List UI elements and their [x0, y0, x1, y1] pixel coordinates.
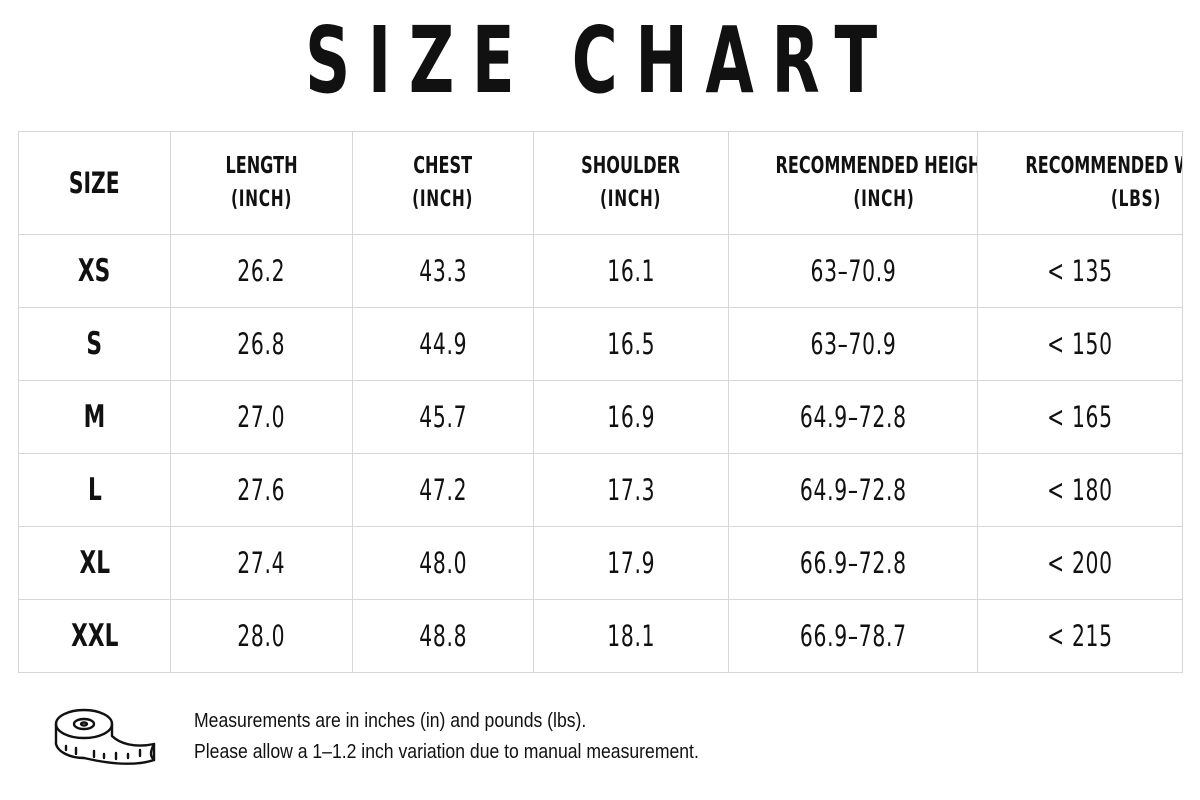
cell-weight: < 135	[977, 234, 1183, 308]
header-size-label: SIZE	[69, 166, 120, 200]
header-chest-unit: (INCH)	[412, 187, 474, 212]
cell-weight: < 165	[977, 380, 1183, 454]
header-chest-label: CHEST	[413, 153, 473, 179]
cell-height: 64.9–72.8	[728, 453, 978, 527]
cell-shoulder: 16.5	[533, 307, 729, 381]
cell-weight: < 215	[977, 599, 1183, 673]
cell-chest: 47.2	[352, 453, 534, 527]
header-length-unit: (INCH)	[230, 187, 293, 212]
cell-weight: < 200	[977, 526, 1183, 600]
header-size: SIZE	[18, 131, 171, 235]
cell-shoulder: 16.1	[533, 234, 729, 308]
table-row: S 26.8 44.9 16.5 63–70.9 < 150	[18, 307, 1183, 381]
table-row: L 27.6 47.2 17.3 64.9–72.8 < 180	[18, 453, 1183, 527]
cell-shoulder: 16.9	[533, 380, 729, 454]
header-recommended-height-label: RECOMMENDED HEIGHT	[775, 153, 978, 179]
table-row: M 27.0 45.7 16.9 64.9–72.8 < 165	[18, 380, 1183, 454]
table-row: XL 27.4 48.0 17.9 66.9–72.8 < 200	[18, 526, 1183, 600]
header-shoulder-unit: (INCH)	[600, 187, 662, 212]
cell-length: 27.0	[170, 380, 353, 454]
note-line-variation: Please allow a 1–1.2 inch variation due …	[194, 741, 699, 763]
cell-size: XS	[18, 234, 171, 308]
cell-height: 66.9–72.8	[728, 526, 978, 600]
page-title: SIZE CHART	[305, 7, 895, 114]
header-recommended-weight-unit: (LBS)	[1110, 187, 1162, 212]
cell-height: 63–70.9	[728, 307, 978, 381]
header-recommended-height-unit: (INCH)	[853, 187, 915, 212]
header-length: LENGTH (INCH)	[170, 131, 353, 235]
header-recommended-weight: RECOMMENDED WEIGHT (LBS)	[977, 131, 1183, 235]
header-length-label: LENGTH	[225, 153, 298, 179]
cell-shoulder: 18.1	[533, 599, 729, 673]
note-line-units: Measurements are in inches (in) and poun…	[194, 710, 587, 732]
table-header-row: SIZE LENGTH (INCH) CHEST (INCH) SHOULDER…	[18, 131, 1183, 235]
header-shoulder-label: SHOULDER	[581, 153, 681, 179]
table-row: XS 26.2 43.3 16.1 63–70.9 < 135	[18, 234, 1183, 308]
cell-weight: < 150	[977, 307, 1183, 381]
header-recommended-weight-label: RECOMMENDED WEIGHT	[1025, 153, 1181, 179]
cell-height: 63–70.9	[728, 234, 978, 308]
header-recommended-height: RECOMMENDED HEIGHT (INCH)	[728, 131, 978, 235]
cell-size: M	[18, 380, 171, 454]
cell-shoulder: 17.3	[533, 453, 729, 527]
cell-chest: 43.3	[352, 234, 534, 308]
cell-length: 26.2	[170, 234, 353, 308]
cell-weight: < 180	[977, 453, 1183, 527]
footer-note: Measurements are in inches (in) and poun…	[0, 690, 1200, 790]
cell-size: S	[18, 307, 171, 381]
cell-size: L	[18, 453, 171, 527]
cell-chest: 45.7	[352, 380, 534, 454]
cell-chest: 44.9	[352, 307, 534, 381]
cell-height: 64.9–72.8	[728, 380, 978, 454]
cell-length: 27.6	[170, 453, 353, 527]
cell-length: 26.8	[170, 307, 353, 381]
cell-size: XXL	[18, 599, 171, 673]
table-row: XXL 28.0 48.8 18.1 66.9–78.7 < 215	[18, 599, 1183, 673]
size-chart-table: SIZE LENGTH (INCH) CHEST (INCH) SHOULDER…	[18, 131, 1183, 673]
cell-length: 28.0	[170, 599, 353, 673]
cell-chest: 48.0	[352, 526, 534, 600]
cell-height: 66.9–78.7	[728, 599, 978, 673]
header-shoulder: SHOULDER (INCH)	[533, 131, 729, 235]
cell-length: 27.4	[170, 526, 353, 600]
header-chest: CHEST (INCH)	[352, 131, 534, 235]
cell-size: XL	[18, 526, 171, 600]
cell-shoulder: 17.9	[533, 526, 729, 600]
measuring-tape-icon	[54, 708, 156, 765]
cell-chest: 48.8	[352, 599, 534, 673]
